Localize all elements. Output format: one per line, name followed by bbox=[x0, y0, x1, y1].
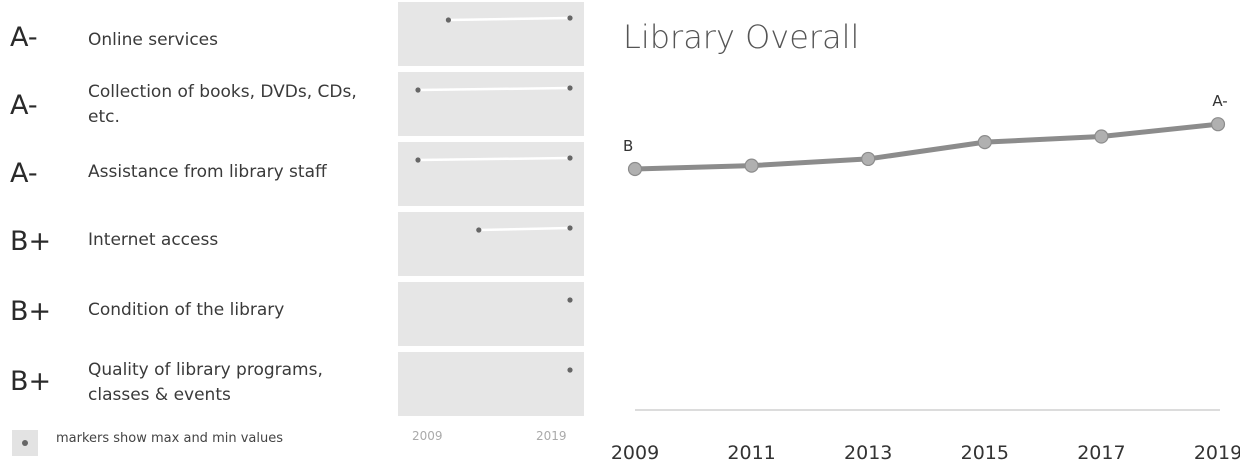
overall-series-line bbox=[634, 121, 1219, 172]
overall-point bbox=[1094, 129, 1109, 144]
sparkline-line bbox=[478, 226, 571, 232]
rating-grade: A- bbox=[10, 90, 38, 121]
start-grade-label: B bbox=[623, 137, 633, 155]
sparkline-max-marker bbox=[567, 15, 573, 21]
chart-title: Library Overall bbox=[623, 18, 860, 56]
sparkline-line bbox=[417, 86, 571, 92]
sparkline-min-marker bbox=[415, 157, 421, 163]
x-tick-label: 2017 bbox=[1077, 442, 1125, 464]
x-tick-label: 2013 bbox=[844, 442, 892, 464]
rating-grade: B+ bbox=[10, 226, 52, 257]
overall-point bbox=[861, 151, 876, 167]
sparkline-max-marker bbox=[567, 155, 573, 161]
overall-point bbox=[1210, 117, 1226, 132]
sparkline-min-marker bbox=[445, 17, 451, 23]
overall-line-chart: 2009 2011 2013 2015 2017 2019 B A- bbox=[611, 92, 1240, 464]
overall-point bbox=[744, 158, 759, 173]
overall-point bbox=[977, 135, 992, 150]
legend-text: markers show max and min values bbox=[56, 431, 283, 446]
x-tick-label: 2009 bbox=[611, 442, 659, 464]
sparkline-min-marker bbox=[567, 297, 573, 303]
rating-sparkline bbox=[398, 352, 584, 416]
rating-row: A- Collection of books, DVDs, CDs, etc. bbox=[0, 70, 398, 136]
rating-row: B+ Condition of the library bbox=[0, 280, 398, 346]
sparkline-end-year: 2019 bbox=[536, 429, 567, 443]
rating-sparkline bbox=[398, 212, 584, 276]
sparkline-max-marker bbox=[567, 85, 573, 91]
rating-row: B+ Internet access bbox=[0, 210, 398, 276]
sparkline-line bbox=[448, 16, 571, 22]
rating-sparkline bbox=[398, 282, 584, 346]
rating-label: Collection of books, DVDs, CDs, etc. bbox=[88, 82, 357, 127]
sparkline-max-marker bbox=[567, 225, 573, 231]
overall-point bbox=[627, 161, 643, 177]
end-grade-label: A- bbox=[1212, 92, 1227, 110]
sparkline-min-marker bbox=[567, 367, 573, 373]
rating-row: B+ Quality of library programs, classes &… bbox=[0, 350, 398, 416]
rating-grade: A- bbox=[10, 158, 38, 189]
rating-grade: B+ bbox=[10, 296, 52, 327]
x-tick-label: 2011 bbox=[727, 442, 775, 464]
rating-row: A- Assistance from library staff bbox=[0, 140, 398, 206]
rating-sparkline bbox=[398, 2, 584, 66]
rating-label: Quality of library programs, classes & e… bbox=[88, 360, 323, 405]
x-tick-label: 2019 bbox=[1194, 442, 1240, 464]
sparkline-start-year: 2009 bbox=[412, 429, 443, 443]
rating-label: Internet access bbox=[88, 230, 219, 250]
rating-grade: B+ bbox=[10, 366, 52, 397]
rating-grade: A- bbox=[10, 22, 38, 53]
rating-label: Condition of the library bbox=[88, 300, 285, 320]
rating-row: A- Online services bbox=[0, 0, 398, 66]
rating-sparkline bbox=[398, 142, 584, 206]
rating-label: Online services bbox=[88, 30, 218, 50]
rating-sparkline bbox=[398, 72, 584, 136]
sparkline-min-marker bbox=[476, 227, 482, 233]
legend-marker-icon bbox=[12, 430, 38, 456]
sparkline-line bbox=[417, 156, 571, 162]
x-tick-label: 2015 bbox=[961, 442, 1009, 464]
sparkline-min-marker bbox=[415, 87, 421, 93]
rating-label: Assistance from library staff bbox=[88, 162, 327, 182]
